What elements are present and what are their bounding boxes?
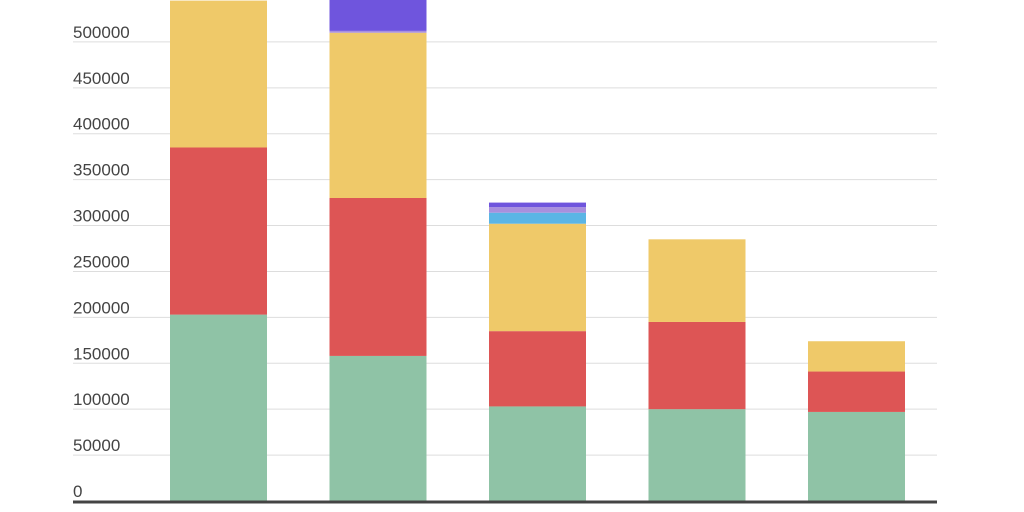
- y-tick-label: 400000: [73, 115, 130, 134]
- y-tick-label: 350000: [73, 161, 130, 180]
- bar-segment-3-series-5: [489, 207, 586, 213]
- y-tick-label: 300000: [73, 207, 130, 226]
- bar-segment-1-series-1: [170, 314, 267, 501]
- y-tick-label: 50000: [73, 436, 120, 455]
- bar-segment-2-series-1: [329, 355, 427, 501]
- y-tick-label: 200000: [73, 298, 130, 317]
- y-tick-label: 500000: [73, 23, 130, 42]
- bar-segment-1-series-3: [170, 0, 267, 148]
- bar-segment-3-series-1: [489, 406, 586, 501]
- bar-segment-2-series-2: [329, 198, 427, 356]
- y-tick-label: 0: [73, 482, 82, 501]
- bar-segment-4-series-3: [648, 239, 746, 322]
- bar-segment-5-series-3: [808, 341, 905, 372]
- bar-segment-3-series-4: [489, 212, 586, 224]
- bar-segment-2-series-6: [329, 0, 427, 31]
- bar-segment-3-series-6: [489, 202, 586, 208]
- y-tick-label: 450000: [73, 69, 130, 88]
- bar-segment-1-series-2: [170, 147, 267, 315]
- y-tick-label: 150000: [73, 344, 130, 363]
- y-tick-label: 250000: [73, 252, 130, 271]
- bar-segment-3-series-2: [489, 331, 586, 407]
- bar-segment-4-series-1: [648, 409, 746, 501]
- bar-segment-5-series-2: [808, 371, 905, 412]
- bar-segment-4-series-2: [648, 321, 746, 410]
- bar-segment-3-series-3: [489, 223, 586, 332]
- y-axis-tick-labels: 0 50000 100000 150000 200000 250000 300000 3500…: [73, 23, 130, 501]
- bar-segment-5-series-1: [808, 411, 905, 501]
- y-tick-label: 100000: [73, 390, 130, 409]
- bars: [170, 0, 905, 501]
- bar-segment-2-series-5: [329, 30, 427, 33]
- bar-segment-2-series-3: [329, 32, 427, 199]
